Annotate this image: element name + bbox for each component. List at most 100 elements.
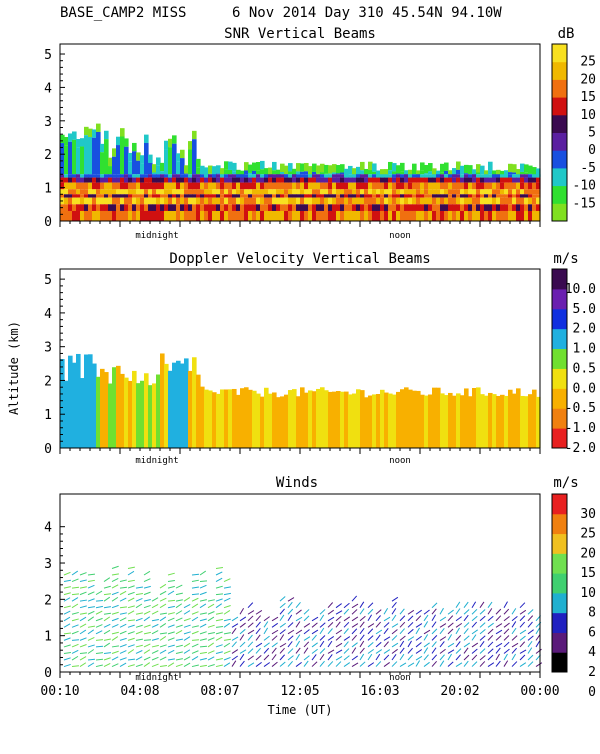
snr-cell <box>264 178 269 183</box>
snr-cell <box>244 170 249 174</box>
wind-barb <box>528 630 534 634</box>
wind-barb <box>160 650 166 653</box>
velocity-cell <box>532 390 537 448</box>
wind-barb <box>72 640 79 641</box>
wind-barb <box>320 654 324 660</box>
wind-barb <box>64 611 70 614</box>
snr-cell <box>488 198 493 205</box>
snr-cell <box>388 183 393 190</box>
snr-cell <box>116 183 121 190</box>
snr-cell <box>156 198 161 205</box>
snr-cell <box>204 198 209 205</box>
wind-barb <box>392 624 398 628</box>
wind-barb <box>136 625 143 627</box>
velocity-cell <box>312 391 317 448</box>
snr-cell <box>368 174 373 177</box>
snr-cell <box>184 189 189 194</box>
wind-barb <box>536 649 542 653</box>
snr-cell <box>424 173 429 174</box>
snr-cell <box>188 178 193 183</box>
snr-cell <box>72 131 77 139</box>
snr-cell <box>396 174 401 175</box>
snr-cell <box>440 164 445 172</box>
snr-cell <box>280 172 285 174</box>
snr-cell <box>352 194 357 197</box>
wind-barb <box>72 604 78 608</box>
snr-cell <box>380 194 385 197</box>
wind-barb <box>184 618 191 620</box>
velocity-cell <box>504 396 509 448</box>
wind-barb <box>528 636 533 640</box>
snr-cell <box>340 178 345 183</box>
wind-barb <box>216 652 223 654</box>
snr-cell <box>232 174 237 177</box>
snr-cell <box>264 194 269 197</box>
wind-barb <box>136 631 143 633</box>
snr-cell <box>496 204 501 211</box>
snr-cell <box>340 198 345 205</box>
snr-cell <box>164 189 169 194</box>
wind-barb <box>480 602 484 608</box>
wind-barb <box>224 610 230 614</box>
wind-barb <box>168 606 175 607</box>
wind-barb <box>520 622 525 627</box>
snr-cell <box>176 162 181 175</box>
wind-barb <box>488 642 493 647</box>
wind-barb <box>120 651 126 654</box>
snr-cell <box>92 194 97 197</box>
wind-barb <box>64 633 71 634</box>
snr-cell <box>480 183 485 190</box>
snr-cell <box>184 194 189 197</box>
snr-cell <box>252 183 257 190</box>
snr-cell <box>388 211 393 221</box>
velocity-cell <box>380 390 385 448</box>
wind-barb <box>160 584 166 588</box>
velocity-cell <box>452 396 457 448</box>
velocity-cell <box>360 390 365 448</box>
snr-cell <box>64 137 69 145</box>
snr-cell <box>448 189 453 194</box>
wind-barb <box>80 573 87 575</box>
snr-cell <box>200 189 205 194</box>
wind-barb <box>72 619 79 621</box>
snr-cell <box>492 194 497 197</box>
wind-barb <box>240 617 246 621</box>
wind-barb <box>208 638 214 641</box>
snr-cell <box>212 194 217 197</box>
wind-barb <box>488 663 494 667</box>
snr-cell <box>444 189 449 194</box>
wind-barb <box>192 631 199 633</box>
wind-barb <box>408 610 414 614</box>
snr-cell <box>96 132 101 174</box>
snr-cell <box>512 178 517 183</box>
snr-cell <box>176 153 181 161</box>
wind-barb <box>368 649 374 653</box>
snr-cell <box>176 174 181 177</box>
wind-barb <box>64 653 71 654</box>
snr-cell <box>192 178 197 183</box>
snr-cell <box>328 178 333 183</box>
snr-cell <box>160 204 165 211</box>
snr-cell <box>100 174 105 177</box>
snr-cell <box>288 183 293 190</box>
wind-barb <box>280 643 286 647</box>
snr-cell <box>64 198 69 205</box>
snr-cell <box>68 189 73 194</box>
wind-barb <box>488 623 494 627</box>
wind-barb <box>536 628 540 634</box>
velocity-cell <box>164 364 169 448</box>
velocity-cell <box>512 394 517 448</box>
snr-cell <box>204 211 209 221</box>
snr-cell <box>496 194 501 197</box>
snr-cell <box>404 178 409 183</box>
snr-cell <box>436 174 441 177</box>
snr-cell <box>308 198 313 205</box>
snr-cell <box>288 204 293 211</box>
wind-barb <box>240 623 246 627</box>
velocity-cell <box>124 378 129 448</box>
wind-barb <box>464 661 468 667</box>
snr-cell <box>256 204 261 211</box>
snr-cell <box>504 198 509 205</box>
snr-cell <box>196 211 201 221</box>
